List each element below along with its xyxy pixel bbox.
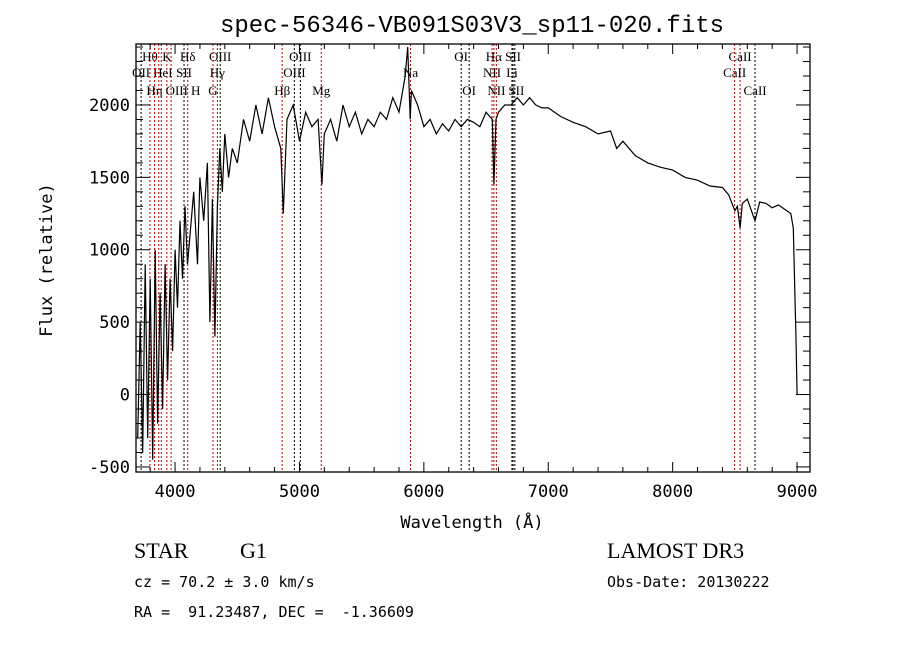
- line-label: G: [208, 83, 217, 98]
- line-label: H: [191, 83, 200, 98]
- line-label: CaII: [729, 49, 752, 64]
- x-tick-label: 5000: [279, 482, 320, 502]
- line-label: Na: [403, 65, 418, 80]
- line-label: Hα: [486, 49, 502, 64]
- object-class: STAR: [134, 538, 189, 563]
- x-axis-label: Wavelength (Å): [400, 511, 543, 533]
- x-tick-label: 8000: [652, 482, 693, 502]
- line-label: Hδ: [180, 49, 196, 64]
- redshift-text: cz = 70.2 ± 3.0 km/s: [134, 573, 315, 591]
- line-label: CaII: [744, 83, 767, 98]
- object-subclass: G1: [240, 538, 267, 563]
- line-label: OIII: [166, 83, 188, 98]
- line-label: Hη: [146, 83, 162, 98]
- y-axis-label: Flux (relative): [37, 183, 57, 337]
- line-label: OIII: [289, 49, 311, 64]
- obs-date: Obs-Date: 20130222: [607, 573, 770, 591]
- x-tick-label: 9000: [777, 482, 818, 502]
- line-label: SII: [505, 49, 521, 64]
- line-label: Hβ: [274, 83, 290, 98]
- axis-ticks: 4000 5000 6000 7000 8000 9000 -500 0 500 1000 1500…: [89, 44, 818, 502]
- line-label: OII: [132, 65, 150, 80]
- x-tick-label: 6000: [403, 482, 444, 502]
- line-label: Hθ: [142, 49, 158, 64]
- line-label: OIII: [283, 65, 305, 80]
- line-label: Li: [506, 65, 518, 80]
- line-label: SII: [176, 65, 192, 80]
- line-label: HeI: [153, 65, 173, 80]
- line-label: CaII: [723, 65, 746, 80]
- line-label: OI: [462, 83, 476, 98]
- y-tick-label: 1000: [89, 241, 130, 261]
- line-label: Hγ: [210, 65, 225, 80]
- survey-name: LAMOST DR3: [607, 538, 745, 563]
- spectrum-line: [137, 46, 798, 460]
- x-tick-label: 7000: [528, 482, 569, 502]
- line-label: NII: [487, 83, 505, 98]
- y-tick-label: -500: [89, 458, 130, 478]
- line-label: OI: [454, 49, 468, 64]
- line-label: NII: [483, 65, 501, 80]
- coordinates: RA = 91.23487, DEC = -1.36609: [134, 603, 414, 621]
- y-tick-label: 0: [120, 386, 130, 406]
- chart-title: spec-56346-VB091S03V3_sp11-020.fits: [220, 13, 724, 40]
- plot-frame: [135, 43, 811, 473]
- line-label: Mg: [312, 83, 331, 98]
- y-tick-label: 2000: [89, 96, 130, 116]
- y-tick-label: 1500: [89, 168, 130, 188]
- y-tick-label: 500: [99, 313, 130, 333]
- line-label: K: [162, 49, 172, 64]
- line-label: SII: [508, 83, 524, 98]
- line-label: OIII: [209, 49, 231, 64]
- x-tick-label: 4000: [155, 482, 196, 502]
